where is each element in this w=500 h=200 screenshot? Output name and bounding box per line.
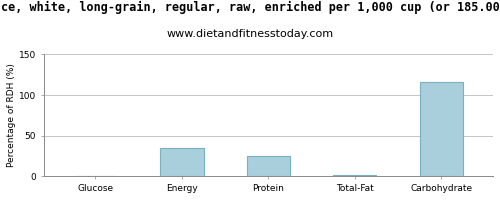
Bar <box>160 148 204 176</box>
Bar <box>420 82 463 176</box>
Text: www.dietandfitnesstoday.com: www.dietandfitnesstoday.com <box>166 29 334 39</box>
Y-axis label: Percentage of RDH (%): Percentage of RDH (%) <box>7 63 16 167</box>
Text: ce, white, long-grain, regular, raw, enriched per 1,000 cup (or 185.00: ce, white, long-grain, regular, raw, enr… <box>0 1 500 14</box>
Bar <box>246 156 290 176</box>
Bar <box>333 175 376 176</box>
